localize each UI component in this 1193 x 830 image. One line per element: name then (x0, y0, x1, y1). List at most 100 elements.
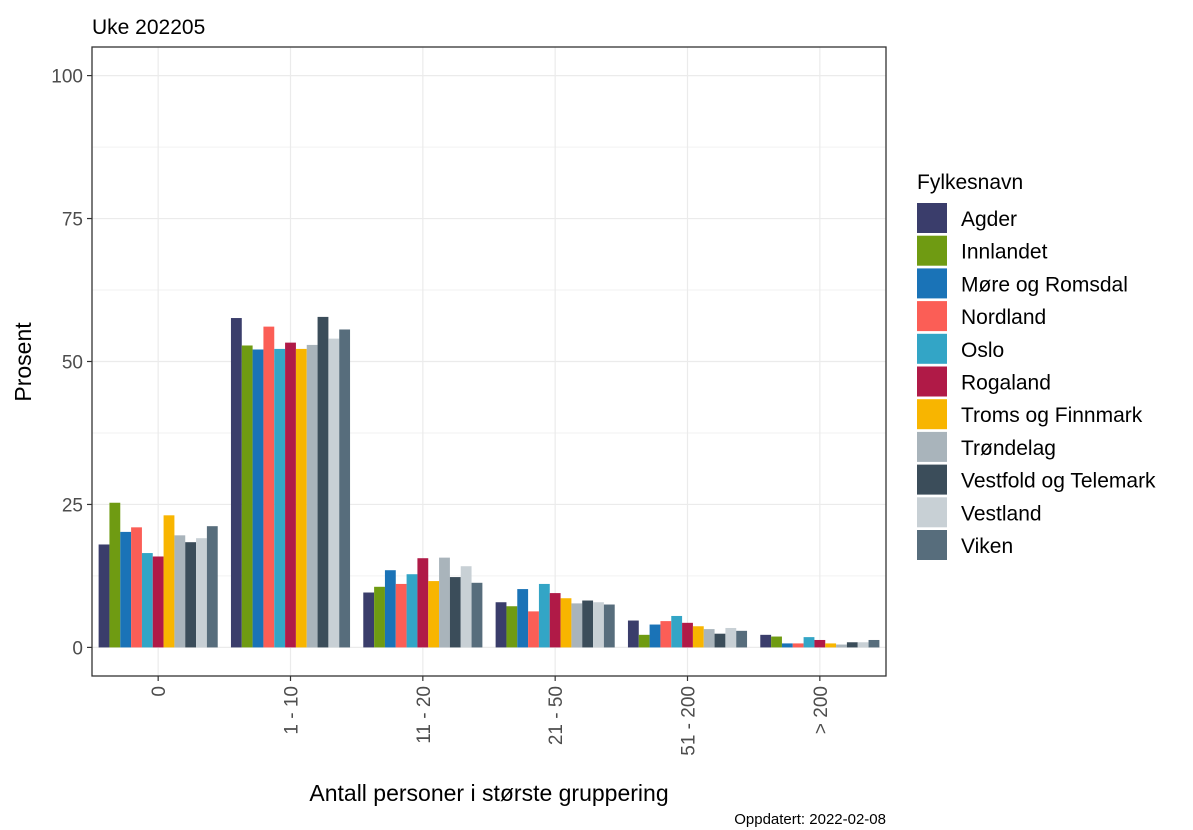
legend-swatch (917, 497, 947, 528)
bar (857, 642, 869, 648)
bar (295, 348, 307, 648)
legend-label: Viken (961, 535, 1013, 558)
bar (868, 639, 880, 648)
bar (771, 636, 782, 648)
y-tick-label: 25 (62, 495, 83, 516)
bar (682, 622, 693, 648)
bar (736, 630, 748, 648)
update-caption: Oppdatert: 2022-02-08 (734, 811, 886, 828)
bar (703, 629, 715, 648)
bar (836, 644, 847, 648)
bar (506, 606, 518, 648)
bar (560, 598, 572, 648)
bar (660, 621, 672, 648)
bar (163, 515, 175, 648)
bar (460, 566, 472, 648)
bar (495, 602, 507, 648)
bar (241, 345, 253, 648)
bar (792, 643, 804, 648)
bar (627, 620, 639, 648)
legend-swatch (917, 268, 947, 299)
x-tick-label: > 200 (811, 686, 832, 734)
bar (549, 593, 561, 648)
bar (825, 643, 837, 648)
bar (174, 535, 186, 648)
bar (760, 634, 772, 648)
bar (363, 592, 375, 648)
bar (692, 626, 704, 648)
legend-swatch (917, 464, 947, 495)
bar (274, 348, 286, 648)
bar (582, 600, 594, 648)
bar (152, 556, 164, 648)
legend-swatch (917, 399, 947, 430)
legend-label: Troms og Finnmark (961, 404, 1143, 427)
bar (185, 542, 197, 648)
chart-title: Uke 202205 (92, 16, 205, 39)
legend-swatch (917, 235, 947, 266)
bar (252, 349, 264, 648)
bar (98, 544, 110, 648)
bar (395, 583, 407, 648)
x-axis-title: Antall personer i største gruppering (309, 780, 668, 806)
bar (439, 557, 450, 648)
legend-label: Rogaland (961, 372, 1051, 395)
legend-label: Innlandet (961, 241, 1048, 264)
bar (571, 603, 583, 648)
bar (593, 602, 604, 648)
bar (846, 642, 858, 648)
y-tick-label: 0 (72, 638, 83, 659)
legend-title: Fylkesnavn (917, 171, 1023, 194)
legend-label: Vestland (961, 502, 1042, 525)
bar (428, 581, 440, 648)
y-tick-label: 50 (62, 353, 83, 374)
legend-swatch (917, 530, 947, 560)
x-tick-label: 51 - 200 (679, 686, 700, 756)
bar (814, 639, 826, 648)
bar (406, 574, 418, 648)
plot-area: 0 25 50 75 100 0 1 - 10 11 - 20 21 - 50 51 - 200 >… (51, 46, 887, 756)
x-tick-label: 0 (149, 686, 170, 697)
bar (374, 586, 385, 648)
y-tick-label: 100 (51, 67, 83, 88)
bar (781, 643, 793, 648)
legend-swatch (917, 431, 947, 462)
bar (317, 316, 329, 648)
bar (649, 624, 661, 648)
bar (131, 527, 142, 648)
bar (196, 538, 207, 648)
x-tick-label: 1 - 10 (282, 686, 303, 735)
bar (384, 570, 396, 648)
bar (638, 634, 650, 648)
bar (339, 329, 351, 648)
bar (306, 344, 318, 648)
bar (471, 582, 483, 648)
bar (417, 558, 429, 648)
legend-label: Vestfold og Telemark (961, 470, 1156, 493)
legend-swatch (917, 203, 947, 233)
bar (671, 615, 683, 648)
x-tick-label: 11 - 20 (414, 686, 435, 744)
legend: Fylkesnavn Agder Innlandet Møre og Romsdal… (917, 171, 1156, 560)
legend-swatch (917, 366, 947, 397)
bar (141, 553, 153, 648)
bar (120, 531, 132, 648)
bar (285, 342, 296, 648)
bar (328, 338, 340, 648)
legend-label: Oslo (961, 339, 1004, 362)
bar (206, 526, 218, 648)
legend-label: Møre og Romsdal (961, 273, 1128, 296)
bar (714, 633, 726, 648)
bar (725, 627, 737, 648)
legend-label: Agder (961, 208, 1017, 231)
bar (603, 604, 615, 648)
legend-swatch (917, 333, 947, 364)
bar (538, 583, 550, 648)
bar (517, 589, 529, 648)
y-tick-label: 75 (62, 210, 83, 231)
bar (263, 326, 275, 648)
legend-label: Nordland (961, 306, 1046, 329)
bar (803, 637, 815, 648)
bar (528, 611, 539, 648)
x-tick-label: 21 - 50 (546, 686, 567, 745)
